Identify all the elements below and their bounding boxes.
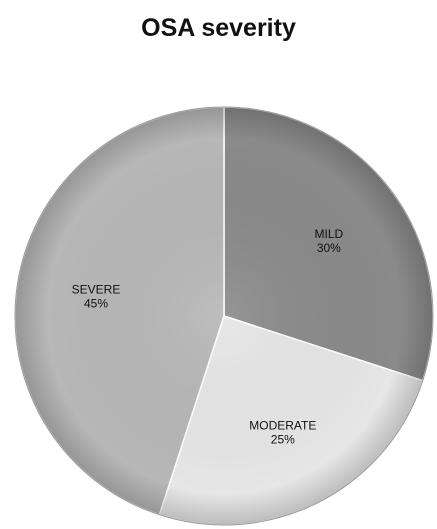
pie-label-mild: MILD 30% xyxy=(314,227,343,255)
chart-title: OSA severity xyxy=(141,14,296,42)
pie-outline xyxy=(14,106,434,526)
pie-label-severe: SEVERE 45% xyxy=(72,283,121,311)
pie-label-moderate: MODERATE 25% xyxy=(249,418,316,446)
